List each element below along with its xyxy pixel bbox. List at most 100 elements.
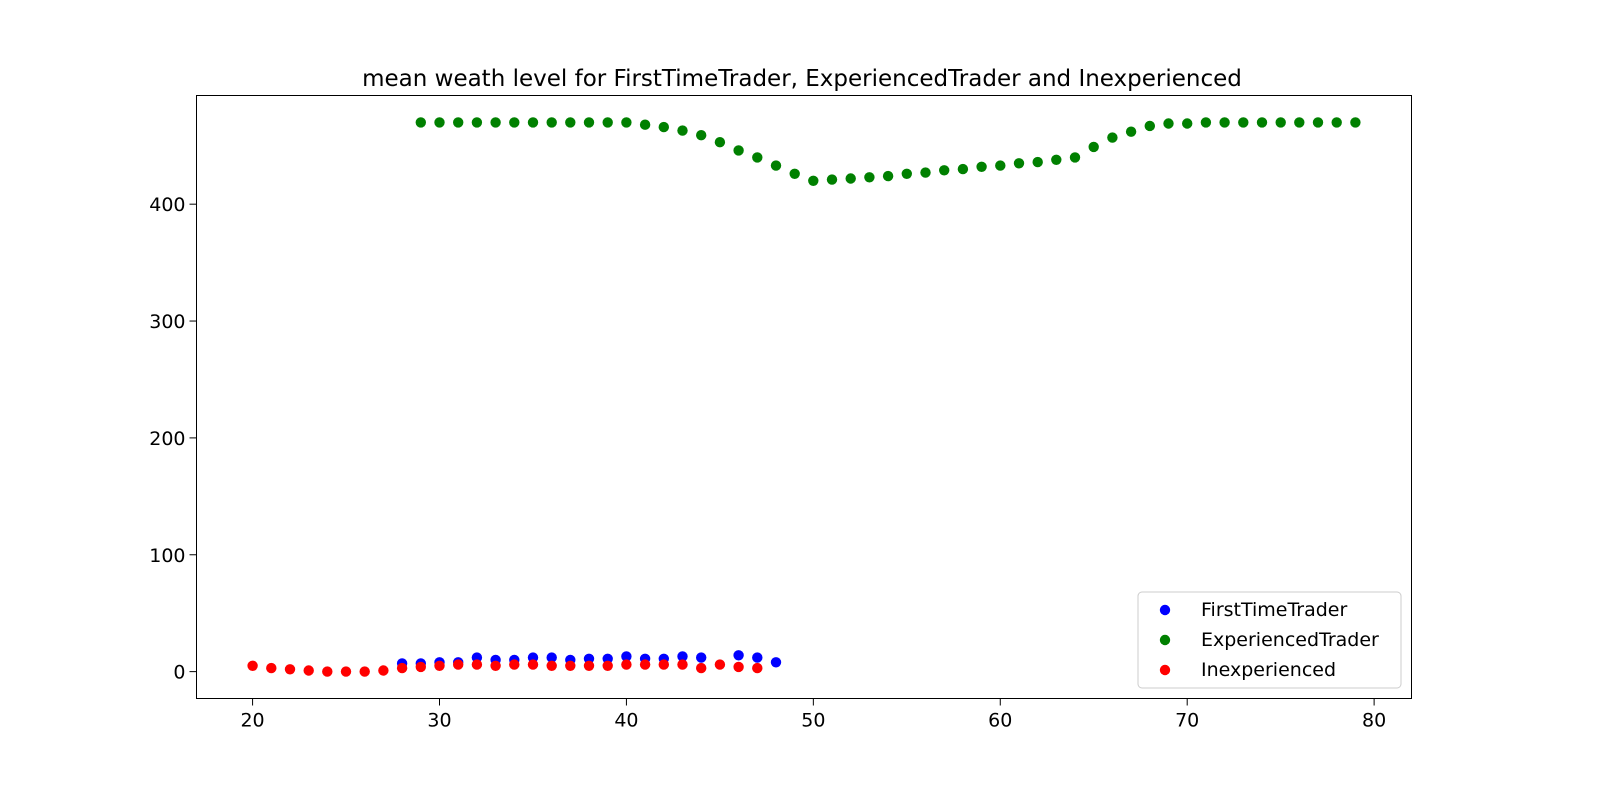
point-ExperiencedTrader-30: [976, 161, 987, 172]
point-ExperiencedTrader-34: [1051, 154, 1062, 165]
point-ExperiencedTrader-14: [677, 125, 688, 136]
point-Inexperienced-10: [434, 660, 445, 671]
point-Inexperienced-11: [453, 659, 464, 670]
point-Inexperienced-15: [527, 659, 539, 670]
point-FirstTimeTrader-18: [752, 652, 763, 663]
point-ExperiencedTrader-46: [1275, 117, 1286, 128]
point-ExperiencedTrader-31: [995, 160, 1006, 171]
point-Inexperienced-20: [621, 659, 632, 670]
point-ExperiencedTrader-40: [1163, 118, 1174, 129]
point-ExperiencedTrader-23: [845, 173, 856, 184]
point-ExperiencedTrader-19: [770, 160, 782, 171]
point-ExperiencedTrader-41: [1182, 118, 1193, 129]
point-ExperiencedTrader-16: [714, 137, 726, 148]
plot-frame: [196, 95, 1412, 699]
point-FirstTimeTrader-8: [546, 652, 557, 663]
point-ExperiencedTrader-13: [658, 121, 669, 133]
point-ExperiencedTrader-37: [1107, 132, 1118, 143]
point-Inexperienced-17: [565, 660, 576, 671]
point-ExperiencedTrader-2: [453, 117, 464, 128]
point-Inexperienced-0: [247, 660, 258, 671]
point-Inexperienced-9: [415, 661, 426, 673]
point-ExperiencedTrader-24: [864, 172, 875, 183]
point-Inexperienced-23: [677, 659, 688, 670]
point-ExperiencedTrader-1: [434, 117, 445, 128]
legend-label-FirstTimeTrader: FirstTimeTrader: [1201, 599, 1348, 621]
series-ExperiencedTrader: [415, 117, 1361, 186]
point-Inexperienced-14: [509, 659, 520, 670]
x-tick-label-1: 30: [427, 710, 451, 732]
point-ExperiencedTrader-33: [1032, 156, 1043, 168]
point-ExperiencedTrader-38: [1125, 126, 1137, 137]
legend-box: [1137, 591, 1402, 689]
y-axis: 0 100 200 300 400: [149, 194, 197, 684]
point-ExperiencedTrader-20: [789, 168, 800, 179]
x-tick-label-3: 50: [801, 710, 825, 732]
point-ExperiencedTrader-29: [957, 163, 969, 175]
point-Inexperienced-6: [359, 666, 370, 677]
point-Inexperienced-2: [284, 664, 296, 675]
x-tick-label-2: 40: [614, 710, 638, 732]
point-ExperiencedTrader-49: [1331, 117, 1342, 128]
point-ExperiencedTrader-10: [602, 117, 613, 128]
point-ExperiencedTrader-6: [527, 117, 539, 128]
y-tick-label-3: 300: [149, 311, 185, 333]
point-ExperiencedTrader-3: [471, 117, 483, 128]
point-ExperiencedTrader-42: [1200, 117, 1212, 128]
point-ExperiencedTrader-17: [733, 145, 744, 156]
point-ExperiencedTrader-36: [1088, 141, 1099, 153]
point-Inexperienced-5: [340, 666, 352, 677]
point-ExperiencedTrader-45: [1256, 117, 1268, 128]
point-ExperiencedTrader-27: [920, 167, 931, 178]
series-Inexperienced: [247, 659, 763, 677]
point-Inexperienced-25: [714, 659, 726, 670]
point-ExperiencedTrader-15: [696, 130, 707, 141]
y-tick-label-4: 400: [149, 194, 185, 216]
x-axis: 20 30 40 50 60 70 80: [240, 698, 1386, 732]
point-ExperiencedTrader-43: [1219, 117, 1230, 128]
point-ExperiencedTrader-21: [808, 175, 819, 186]
point-FirstTimeTrader-12: [621, 651, 632, 662]
x-tick-label-4: 60: [988, 710, 1012, 732]
point-Inexperienced-3: [303, 665, 314, 676]
point-Inexperienced-27: [752, 662, 763, 674]
point-ExperiencedTrader-22: [826, 174, 838, 185]
point-Inexperienced-16: [546, 660, 557, 671]
point-ExperiencedTrader-11: [621, 117, 632, 128]
point-ExperiencedTrader-50: [1350, 117, 1361, 128]
point-ExperiencedTrader-25: [882, 170, 894, 182]
point-ExperiencedTrader-32: [1013, 158, 1025, 169]
point-Inexperienced-1: [266, 662, 277, 674]
legend-label-Inexperienced: Inexperienced: [1201, 659, 1336, 681]
point-Inexperienced-22: [658, 659, 669, 670]
point-ExperiencedTrader-28: [939, 165, 950, 176]
legend-label-ExperiencedTrader: ExperiencedTrader: [1201, 629, 1379, 651]
point-ExperiencedTrader-12: [639, 119, 651, 130]
point-ExperiencedTrader-35: [1069, 152, 1081, 163]
y-tick-label-2: 200: [149, 428, 185, 450]
point-FirstTimeTrader-15: [677, 651, 688, 662]
legend: FirstTimeTrader ExperiencedTrader Inexperi…: [1137, 591, 1402, 689]
plot-marks: [247, 117, 1361, 677]
point-ExperiencedTrader-0: [415, 117, 426, 128]
point-FirstTimeTrader-16: [696, 652, 707, 663]
point-Inexperienced-8: [396, 662, 408, 674]
y-tick-label-1: 100: [149, 545, 185, 567]
legend-marker-ExperiencedTrader: [1159, 634, 1171, 646]
point-Inexperienced-21: [639, 659, 651, 670]
point-ExperiencedTrader-48: [1312, 117, 1324, 128]
point-Inexperienced-18: [583, 660, 595, 671]
point-ExperiencedTrader-4: [490, 117, 501, 128]
point-ExperiencedTrader-26: [901, 168, 912, 179]
point-Inexperienced-4: [322, 666, 333, 677]
point-ExperiencedTrader-8: [565, 117, 576, 128]
point-Inexperienced-13: [490, 660, 501, 671]
point-Inexperienced-7: [378, 665, 389, 676]
point-Inexperienced-24: [696, 662, 707, 674]
x-tick-label-6: 80: [1362, 710, 1386, 732]
point-FirstTimeTrader-19: [770, 657, 782, 668]
point-ExperiencedTrader-5: [509, 117, 520, 128]
point-ExperiencedTrader-39: [1144, 120, 1156, 132]
legend-marker-Inexperienced: [1159, 664, 1171, 676]
